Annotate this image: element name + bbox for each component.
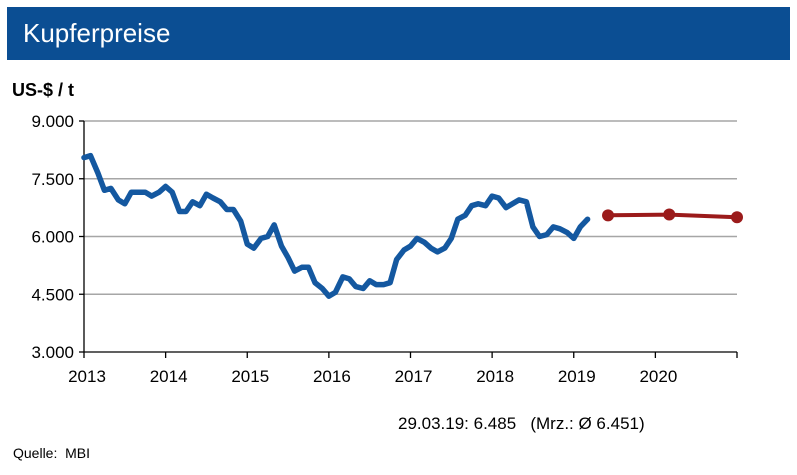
x-tick-label-3: 2016: [313, 367, 351, 386]
x-tick-label-2: 2015: [231, 367, 269, 386]
y-tick-label-2: 6.000: [31, 228, 74, 247]
y-tick-label-4: 9.000: [31, 112, 74, 131]
x-tick-label-1: 2014: [150, 367, 188, 386]
y-tick-label-3: 7.500: [31, 170, 74, 189]
x-tick-label-4: 2017: [395, 367, 433, 386]
y-tick-label-1: 4.500: [31, 285, 74, 304]
x-tick-label-7: 2020: [639, 367, 677, 386]
title-bar: Kupferpreise: [7, 7, 790, 60]
x-tick-label-5: 2018: [476, 367, 514, 386]
y-tick-label-0: 3.000: [31, 343, 74, 362]
history-line: [81, 152, 591, 299]
forecast-point-0: [602, 209, 615, 222]
latest-price-note: 29.03.19: 6.485 (Mrz.: Ø 6.451): [398, 414, 645, 433]
forecast-point-1: [663, 208, 676, 221]
source-note: Quelle: MBI: [13, 445, 91, 461]
page-title: Kupferpreise: [23, 18, 171, 48]
forecast-point-2: [731, 211, 743, 224]
x-tick-label-6: 2019: [558, 367, 596, 386]
x-tick-label-0: 2013: [68, 367, 106, 386]
y-axis-unit-label: US-$ / t: [12, 80, 75, 100]
